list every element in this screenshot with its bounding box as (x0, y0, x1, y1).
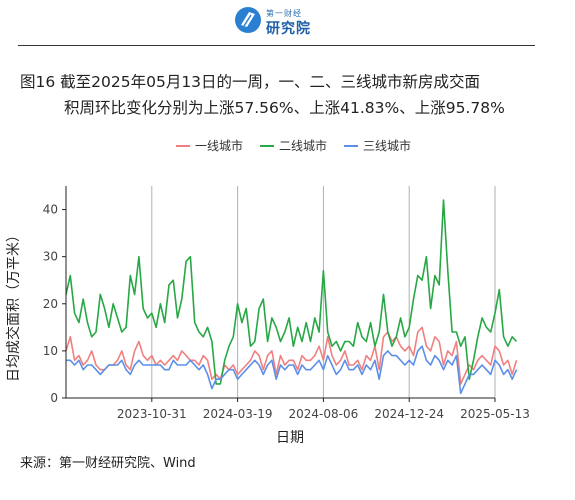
x-tick-label: 2025-05-13 (460, 407, 530, 421)
chart-legend: 一线城市 二线城市 三线城市 (176, 138, 411, 153)
series-line-2 (65, 199, 518, 385)
logo-main-text: 研究院 (266, 21, 311, 37)
y-tick-label: 10 (43, 344, 58, 358)
legend-label-3: 三线城市 (363, 138, 411, 153)
legend-label-2: 二线城市 (279, 138, 327, 153)
y-tick-label: 40 (43, 203, 58, 217)
series-line-3 (66, 345, 518, 395)
logo: 第一财经 研究院 (234, 4, 344, 37)
figure-title-line2: 积周环比变化分别为上涨57.56%、上涨41.83%、上涨95.78% (64, 99, 505, 117)
line-chart: 一线城市 二线城市 三线城市 2023-10-31 2024-03-19 2024-08… (5, 138, 530, 446)
x-tick-label: 2023-10-31 (117, 407, 187, 421)
source-note: 来源：第一财经研究院、Wind (20, 456, 196, 471)
x-tick-label: 2024-08-06 (289, 407, 359, 421)
logo-mark-icon (235, 7, 261, 33)
legend-label-1: 一线城市 (195, 138, 243, 153)
figure-title-line1: 图16 截至2025年05月13日的一周，一、二、三线城市新房成交面 (20, 73, 481, 91)
y-tick-label: 30 (43, 250, 58, 264)
series-line-1 (65, 326, 518, 385)
chart-series (65, 199, 518, 395)
chart-axes: 2023-10-31 2024-03-19 2024-08-06 2024-12-24… (43, 186, 530, 421)
header-divider (18, 45, 535, 46)
y-tick-label: 20 (43, 297, 58, 311)
x-tick-label: 2024-03-19 (203, 407, 273, 421)
x-tick-label: 2024-12-24 (374, 407, 444, 421)
y-axis-title: 日均成交面积（万平米） (5, 228, 22, 382)
logo-top-text: 第一财经 (266, 9, 302, 18)
x-axis-title: 日期 (276, 430, 304, 446)
y-tick-label: 0 (50, 391, 58, 405)
